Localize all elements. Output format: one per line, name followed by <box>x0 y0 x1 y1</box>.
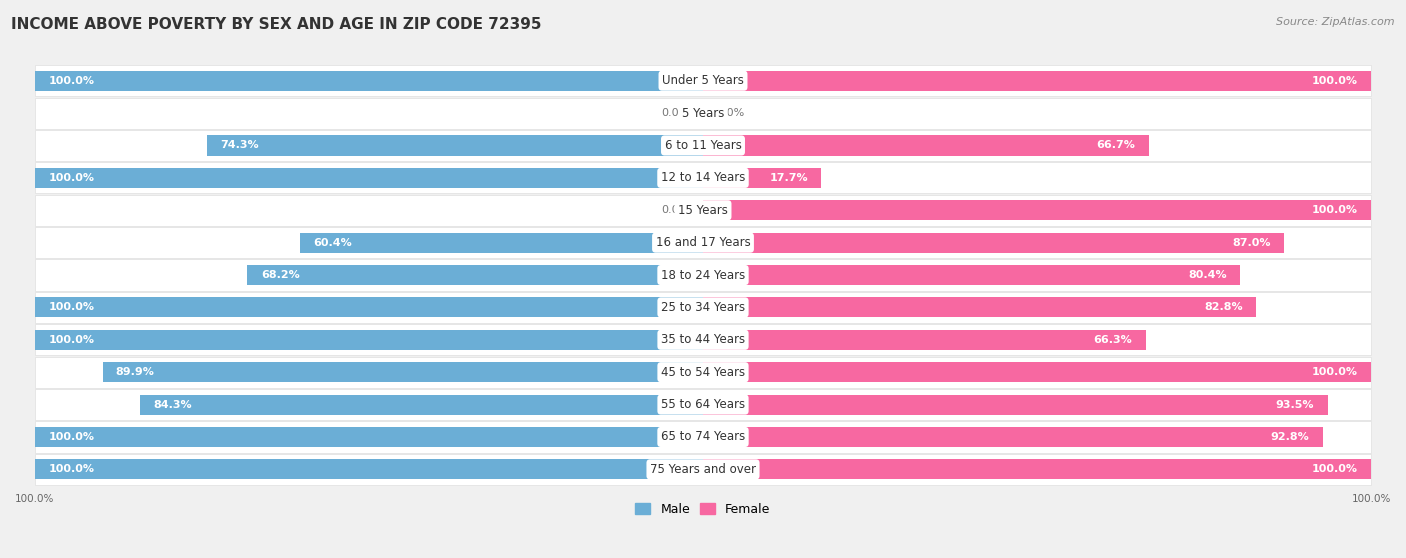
Bar <box>703 71 1371 91</box>
Text: 100.0%: 100.0% <box>1312 464 1358 474</box>
Text: 100.0%: 100.0% <box>1312 205 1358 215</box>
Text: 16 and 17 Years: 16 and 17 Years <box>655 236 751 249</box>
Text: 87.0%: 87.0% <box>1232 238 1271 248</box>
Text: 25 to 34 Years: 25 to 34 Years <box>661 301 745 314</box>
Bar <box>35 168 703 188</box>
Text: 12 to 14 Years: 12 to 14 Years <box>661 171 745 184</box>
Bar <box>703 362 1371 382</box>
Text: 0.0%: 0.0% <box>661 108 689 118</box>
Text: 0.0%: 0.0% <box>717 108 745 118</box>
Text: 60.4%: 60.4% <box>314 238 352 248</box>
Text: 89.9%: 89.9% <box>115 367 155 377</box>
FancyBboxPatch shape <box>35 162 1371 194</box>
Bar <box>35 427 703 447</box>
Bar <box>247 265 703 285</box>
Text: 45 to 54 Years: 45 to 54 Years <box>661 365 745 379</box>
Text: 68.2%: 68.2% <box>260 270 299 280</box>
Text: 17.7%: 17.7% <box>769 173 808 183</box>
FancyBboxPatch shape <box>35 454 1371 485</box>
Text: 75 Years and over: 75 Years and over <box>650 463 756 476</box>
Text: 100.0%: 100.0% <box>48 173 94 183</box>
Text: 100.0%: 100.0% <box>1351 494 1391 504</box>
Bar <box>35 71 703 91</box>
Text: 5 Years: 5 Years <box>682 107 724 119</box>
Text: 100.0%: 100.0% <box>48 464 94 474</box>
Bar <box>703 265 1240 285</box>
Text: 65 to 74 Years: 65 to 74 Years <box>661 430 745 444</box>
FancyBboxPatch shape <box>35 195 1371 226</box>
Text: 84.3%: 84.3% <box>153 400 191 410</box>
Bar <box>141 395 703 415</box>
Text: 35 to 44 Years: 35 to 44 Years <box>661 333 745 347</box>
Text: 100.0%: 100.0% <box>48 302 94 312</box>
Text: 15 Years: 15 Years <box>678 204 728 217</box>
Text: 100.0%: 100.0% <box>1312 76 1358 86</box>
Bar <box>703 136 1149 156</box>
Text: 55 to 64 Years: 55 to 64 Years <box>661 398 745 411</box>
FancyBboxPatch shape <box>35 357 1371 388</box>
Text: 82.8%: 82.8% <box>1204 302 1243 312</box>
Bar <box>703 395 1327 415</box>
Text: 100.0%: 100.0% <box>15 494 55 504</box>
Text: 18 to 24 Years: 18 to 24 Years <box>661 268 745 282</box>
Text: 93.5%: 93.5% <box>1275 400 1315 410</box>
Bar <box>703 330 1146 350</box>
Text: INCOME ABOVE POVERTY BY SEX AND AGE IN ZIP CODE 72395: INCOME ABOVE POVERTY BY SEX AND AGE IN Z… <box>11 17 541 32</box>
Text: 66.3%: 66.3% <box>1094 335 1132 345</box>
Legend: Male, Female: Male, Female <box>630 498 776 521</box>
Bar <box>103 362 703 382</box>
Text: Under 5 Years: Under 5 Years <box>662 74 744 87</box>
Text: 80.4%: 80.4% <box>1188 270 1226 280</box>
Text: 0.0%: 0.0% <box>661 205 689 215</box>
FancyBboxPatch shape <box>35 324 1371 355</box>
Bar <box>703 168 821 188</box>
Text: 100.0%: 100.0% <box>48 335 94 345</box>
Bar <box>703 200 1371 220</box>
FancyBboxPatch shape <box>35 65 1371 96</box>
FancyBboxPatch shape <box>35 389 1371 420</box>
Text: 92.8%: 92.8% <box>1271 432 1309 442</box>
Bar <box>703 427 1323 447</box>
FancyBboxPatch shape <box>35 292 1371 323</box>
FancyBboxPatch shape <box>35 227 1371 258</box>
Bar <box>703 233 1284 253</box>
Text: 6 to 11 Years: 6 to 11 Years <box>665 139 741 152</box>
Text: 100.0%: 100.0% <box>1312 367 1358 377</box>
Text: 74.3%: 74.3% <box>221 141 259 151</box>
Bar <box>35 459 703 479</box>
Bar <box>703 297 1256 318</box>
Text: 100.0%: 100.0% <box>48 432 94 442</box>
FancyBboxPatch shape <box>35 98 1371 129</box>
Bar <box>35 297 703 318</box>
Bar <box>299 233 703 253</box>
Text: Source: ZipAtlas.com: Source: ZipAtlas.com <box>1277 17 1395 27</box>
FancyBboxPatch shape <box>35 130 1371 161</box>
Text: 66.7%: 66.7% <box>1097 141 1135 151</box>
FancyBboxPatch shape <box>35 421 1371 453</box>
Bar <box>207 136 703 156</box>
Text: 100.0%: 100.0% <box>48 76 94 86</box>
Bar <box>35 330 703 350</box>
FancyBboxPatch shape <box>35 259 1371 291</box>
Bar <box>703 459 1371 479</box>
